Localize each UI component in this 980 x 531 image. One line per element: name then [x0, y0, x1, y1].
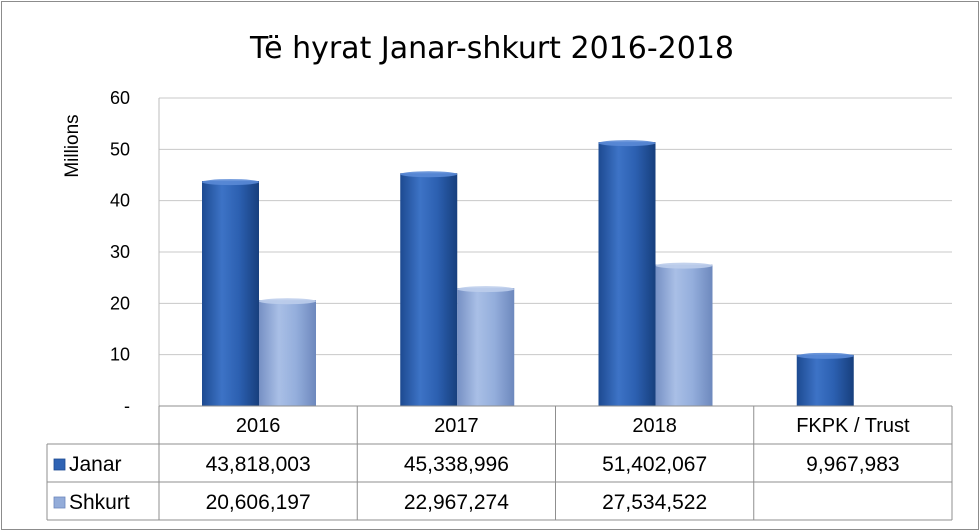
data-label: 43,818,003 [206, 453, 311, 476]
bar-janar-2 [400, 173, 458, 406]
chart-title: Të hyrat Janar-shkurt 2016-2018 [249, 31, 734, 66]
data-label: 27,534,522 [602, 491, 707, 514]
data-label: 51,402,067 [602, 453, 707, 476]
data-label: 22,967,274 [404, 491, 509, 514]
bar-shkurt-3 [655, 264, 713, 406]
bar-shkurt-1 [259, 300, 316, 406]
bars [202, 140, 854, 407]
bar-janar-1 [202, 181, 259, 406]
x-category-label: FKPK / Trust [796, 415, 910, 437]
bar-janar-4 [796, 354, 854, 406]
bar-cap [259, 298, 316, 305]
y-tick-label: 30 [110, 242, 130, 262]
bar-cap [796, 352, 854, 359]
x-category-label: 2018 [632, 415, 677, 437]
y-tick-label: 50 [110, 139, 130, 159]
data-label: 9,967,983 [806, 453, 899, 476]
y-tick-label: 10 [110, 345, 130, 365]
bar-cap [457, 286, 515, 293]
y-tick-label: - [124, 396, 130, 416]
y-tick-label: 60 [110, 88, 130, 108]
bar-shkurt-2 [457, 288, 515, 406]
x-category-label: 2016 [236, 415, 281, 437]
bar-cap [400, 171, 458, 178]
bar-cap [598, 140, 656, 147]
legend-swatch-shkurt [53, 496, 66, 509]
y-tick-label: 20 [110, 293, 130, 313]
data-label: 45,338,996 [404, 453, 509, 476]
data-table: 2016 2017 2018 FKPK / Trust Janar 43,818,003 4… [46, 405, 953, 521]
y-axis-ticks: - 10 20 30 40 50 60 [110, 88, 130, 416]
series-name: Janar [69, 453, 122, 476]
series-name: Shkurt [69, 491, 130, 514]
bar-cap [202, 179, 259, 186]
y-axis-label: Millions [62, 114, 83, 177]
data-label: 20,606,197 [206, 491, 311, 514]
y-tick-label: 40 [110, 191, 130, 211]
legend-swatch-janar [53, 458, 66, 471]
x-category-label: 2017 [434, 415, 479, 437]
bar-janar-3 [598, 142, 656, 407]
bar-cap [655, 262, 713, 269]
